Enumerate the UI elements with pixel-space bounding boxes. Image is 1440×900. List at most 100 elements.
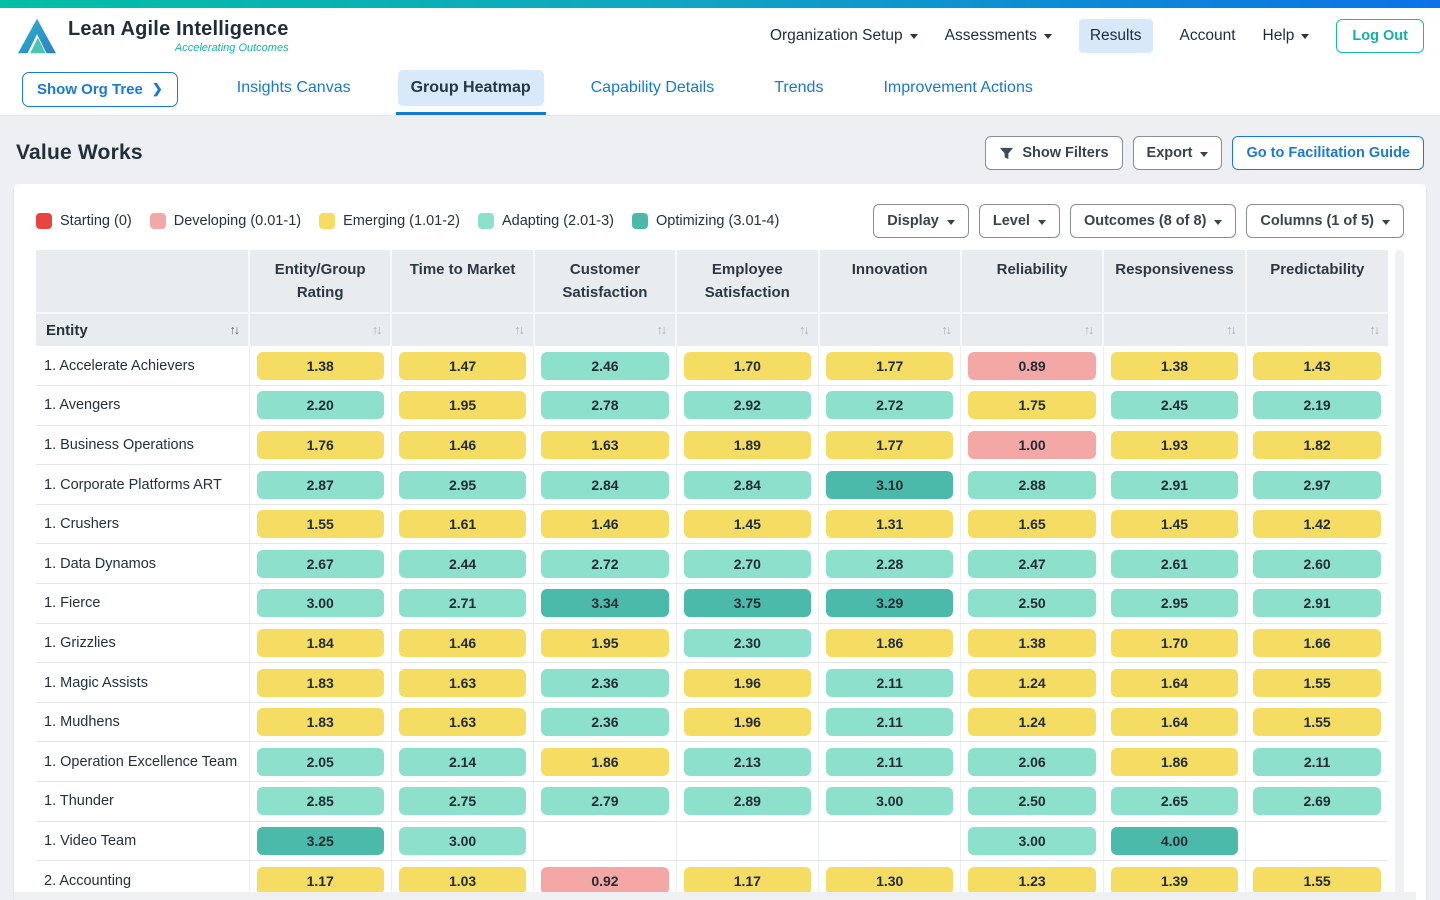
rating-cell	[1246, 821, 1388, 861]
export-label: Export	[1147, 145, 1193, 161]
show-org-tree-button[interactable]: Show Org Tree ❯	[22, 72, 178, 107]
nav-item-help[interactable]: Help	[1263, 27, 1310, 45]
legend-item-optimizing: Optimizing (3.01-4)	[632, 213, 779, 229]
rating-cell: 1.83	[249, 702, 391, 742]
sort-predictability[interactable]: ↑↓	[1246, 313, 1388, 346]
rating-chip: 1.86	[826, 629, 953, 657]
nav-item-assessments[interactable]: Assessments	[945, 27, 1052, 45]
rating-chip: 2.28	[826, 550, 953, 578]
legend-swatch-optimizing	[632, 213, 648, 229]
rating-chip: 1.61	[399, 510, 526, 538]
sort-employee-satisfaction[interactable]: ↑↓	[676, 313, 818, 346]
rating-cell: 1.00	[961, 425, 1103, 465]
export-button[interactable]: Export	[1133, 136, 1223, 170]
rating-chip: 2.44	[399, 550, 526, 578]
control-label: Level	[993, 213, 1030, 229]
rating-cell: 2.46	[534, 346, 676, 386]
rating-chip: 2.11	[826, 748, 953, 776]
rating-cell: 1.66	[1246, 623, 1388, 663]
tab-capability-details[interactable]: Capability Details	[576, 63, 730, 115]
tab-label: Group Heatmap	[398, 70, 544, 106]
table-horizontal-scrollbar[interactable]	[14, 892, 1416, 900]
rating-chip: 2.46	[541, 352, 668, 380]
brand-name: Lean Agile Intelligence	[68, 18, 289, 41]
table-vertical-scrollbar[interactable]	[1395, 250, 1404, 900]
entity-cell: 1. Grizzlies	[36, 623, 249, 663]
nav-item-organization-setup[interactable]: Organization Setup	[770, 27, 918, 45]
rating-chip: 1.17	[257, 867, 384, 895]
nav-item-results[interactable]: Results	[1079, 19, 1153, 53]
rating-cell	[534, 821, 676, 861]
sort-entity[interactable]: Entity↑↓	[36, 313, 249, 346]
control-columns-1-of-5-button[interactable]: Columns (1 of 5)	[1246, 204, 1404, 238]
rating-cell: 1.24	[961, 663, 1103, 703]
column-header-innovation: Innovation	[819, 250, 961, 313]
sort-responsiveness[interactable]: ↑↓	[1103, 313, 1245, 346]
rating-cell: 4.00	[1103, 821, 1245, 861]
legend-label: Adapting (2.01-3)	[502, 213, 614, 229]
rating-cell: 2.11	[819, 702, 961, 742]
sort-customer-satisfaction[interactable]: ↑↓	[534, 313, 676, 346]
tab-insights-canvas[interactable]: Insights Canvas	[222, 63, 366, 115]
control-level-button[interactable]: Level	[979, 204, 1060, 238]
page-header: Value Works Show Filters Export Go to Fa…	[0, 116, 1440, 184]
legend-item-emerging: Emerging (1.01-2)	[319, 213, 460, 229]
top-accent-bar	[0, 0, 1440, 8]
rating-chip: 3.00	[826, 787, 953, 815]
control-label: Display	[887, 213, 939, 229]
rating-cell: 1.84	[249, 623, 391, 663]
rating-chip: 1.42	[1253, 510, 1381, 538]
facilitation-guide-button[interactable]: Go to Facilitation Guide	[1232, 136, 1424, 170]
rating-chip: 2.71	[399, 589, 526, 617]
rating-cell: 3.00	[961, 821, 1103, 861]
entity-name: 2. Accounting	[44, 873, 245, 889]
tab-improvement-actions[interactable]: Improvement Actions	[868, 63, 1047, 115]
rating-chip: 2.69	[1253, 787, 1381, 815]
rating-chip: 1.47	[399, 352, 526, 380]
navbar: Lean Agile Intelligence Accelerating Out…	[0, 8, 1440, 63]
entity-name: 1. Grizzlies	[44, 635, 245, 651]
rating-chip: 1.55	[1253, 708, 1381, 736]
rating-chip: 1.24	[968, 708, 1095, 736]
rating-cell: 1.93	[1103, 425, 1245, 465]
rating-chip: 1.86	[541, 748, 668, 776]
sort-innovation[interactable]: ↑↓	[819, 313, 961, 346]
tab-trends[interactable]: Trends	[759, 63, 838, 115]
rating-cell: 2.70	[676, 544, 818, 584]
main-nav: Organization Setup Assessments Results Acco…	[770, 19, 1309, 53]
rating-chip: 1.95	[399, 391, 526, 419]
rating-cell: 3.75	[676, 584, 818, 624]
table-row: 1. Fierce3.002.713.343.753.292.502.952.9…	[36, 584, 1388, 624]
caret-down-icon	[1382, 220, 1390, 225]
entity-name: 1. Thunder	[44, 793, 245, 809]
rating-chip: 2.14	[399, 748, 526, 776]
control-display-button[interactable]: Display	[873, 204, 969, 238]
legend-item-adapting: Adapting (2.01-3)	[478, 213, 614, 229]
rating-chip: 2.20	[257, 391, 384, 419]
rating-cell: 1.86	[1103, 742, 1245, 782]
rating-chip: 1.76	[257, 431, 384, 459]
rating-cell: 1.64	[1103, 702, 1245, 742]
caret-down-icon	[1301, 34, 1309, 39]
logout-button[interactable]: Log Out	[1336, 19, 1424, 53]
rating-chip: 1.46	[399, 431, 526, 459]
rating-chip: 3.00	[968, 827, 1095, 855]
sort-entity-group-rating[interactable]: ↑↓	[249, 313, 391, 346]
rating-chip: 2.87	[257, 471, 384, 499]
sort-time-to-market[interactable]: ↑↓	[391, 313, 533, 346]
show-filters-button[interactable]: Show Filters	[985, 136, 1122, 170]
nav-item-account[interactable]: Account	[1180, 27, 1236, 45]
rating-chip: 2.60	[1253, 550, 1381, 578]
table-row: 1. Crushers1.551.611.461.451.311.651.451…	[36, 504, 1388, 544]
rating-chip: 3.00	[399, 827, 526, 855]
rating-chip: 2.11	[1253, 748, 1381, 776]
control-outcomes-8-of-8-button[interactable]: Outcomes (8 of 8)	[1070, 204, 1236, 238]
sort-reliability[interactable]: ↑↓	[961, 313, 1103, 346]
rating-cell: 1.55	[1246, 702, 1388, 742]
rating-cell: 2.92	[676, 386, 818, 426]
rating-cell: 1.45	[1103, 504, 1245, 544]
rating-cell: 1.63	[391, 663, 533, 703]
tab-bar: Show Org Tree ❯ Insights Canvas Group Hea…	[0, 63, 1440, 116]
sort-icon: ↑↓	[514, 323, 523, 337]
tab-group-heatmap[interactable]: Group Heatmap	[396, 63, 546, 115]
